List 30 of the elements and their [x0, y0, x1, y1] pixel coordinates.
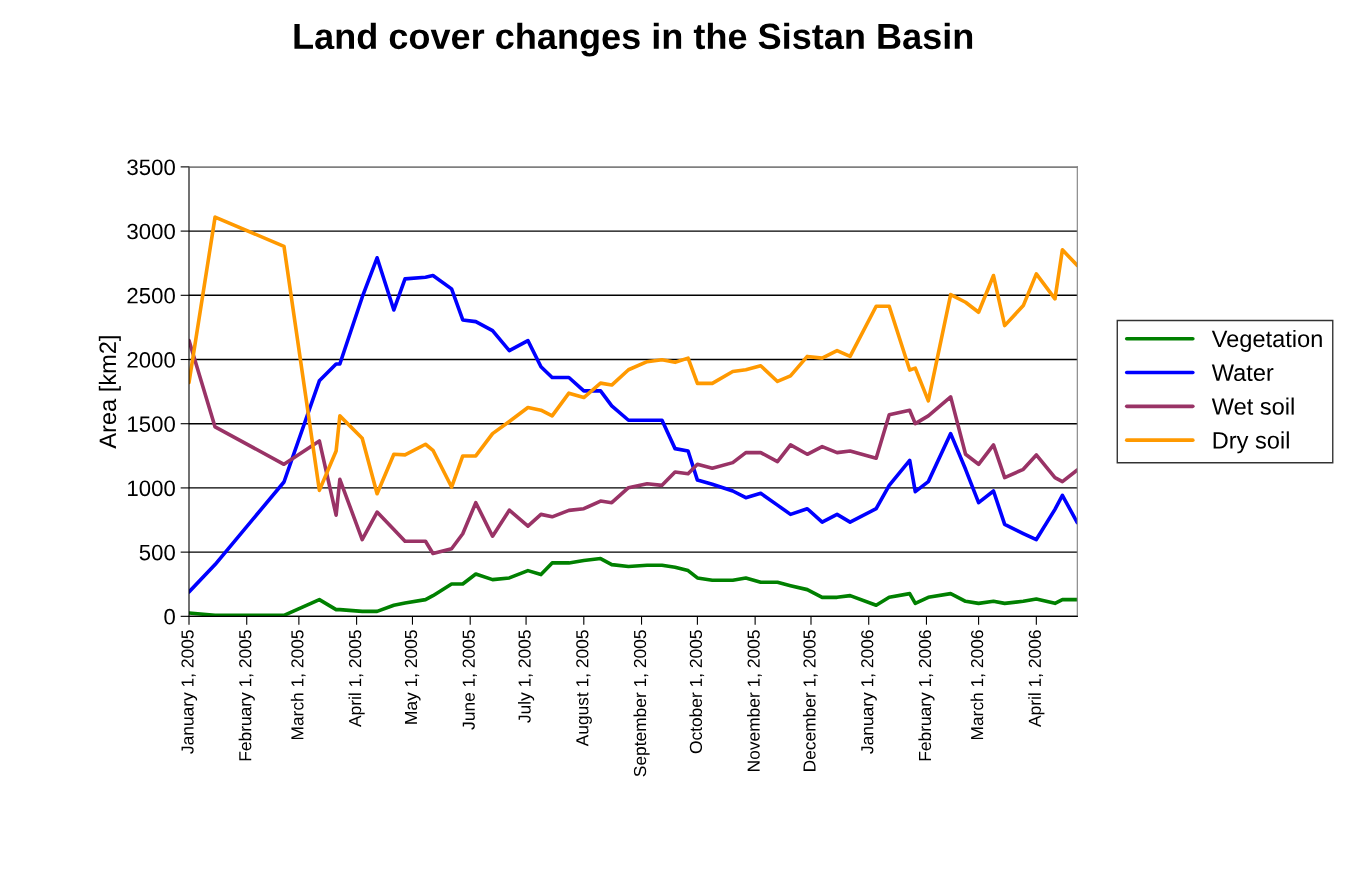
legend-label: Wet soil: [1211, 397, 1294, 415]
y-tick-label: 3000: [127, 223, 175, 240]
x-tick-label: January 1, 2005: [181, 630, 198, 754]
x-tick-label: March 1, 2006: [970, 630, 986, 740]
y-tick-label: 1000: [128, 480, 175, 497]
legend-label: Dry soil: [1213, 431, 1289, 454]
x-tick-label: March 1, 2005: [290, 630, 306, 740]
x-tick-label: April 1, 2005: [348, 630, 365, 727]
y-tick-label: 2500: [127, 287, 175, 304]
y-tick-label: 3500: [127, 159, 175, 176]
x-tick-label: May 1, 2005: [404, 630, 421, 724]
x-tick-label: June 1, 2005: [462, 630, 477, 730]
legend-label: Vegetation: [1211, 329, 1322, 352]
y-tick-label: 500: [139, 544, 175, 561]
chart-title: Land cover changes in the Sistan Basin: [294, 22, 973, 57]
x-tick-label: January 1, 2006: [861, 630, 877, 754]
x-tick-label: August 1, 2005: [576, 630, 592, 747]
y-tick-label: 0: [164, 608, 175, 625]
x-tick-label: December 1, 2005: [802, 630, 818, 771]
x-tick-label: November 1, 2005: [747, 630, 762, 771]
y-tick-label: 2000: [127, 352, 175, 368]
x-tick-label: February 1, 2006: [918, 630, 935, 761]
y-axis-title: Area [km2]: [98, 336, 121, 449]
x-tick-label: September 1, 2005: [633, 630, 650, 777]
legend-label: Water: [1211, 364, 1274, 382]
x-tick-label: July 1, 2005: [517, 630, 535, 723]
y-tick-label: 1500: [128, 416, 175, 432]
x-tick-label: October 1, 2005: [689, 630, 705, 754]
x-tick-label: April 1, 2006: [1028, 630, 1045, 727]
x-tick-label: February 1, 2005: [238, 630, 255, 761]
